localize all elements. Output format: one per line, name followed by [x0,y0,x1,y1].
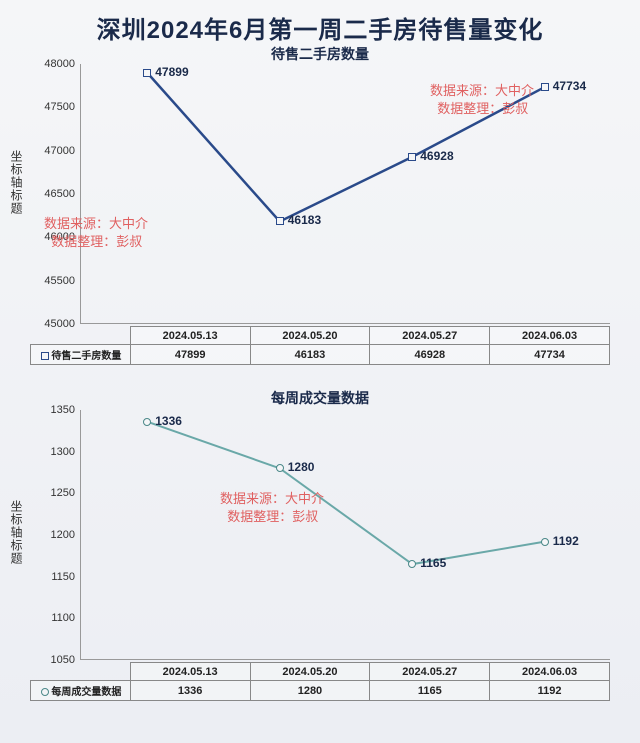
y-tick-label: 1250 [31,487,75,499]
legend-marker-icon [41,688,49,696]
watermark: 数据来源：大中介 数据整理：彭叔 [44,215,148,251]
watermark: 数据来源：大中介 数据整理：彭叔 [430,82,534,118]
table-date-cell: 2024.06.03 [490,663,610,681]
table-date-cell: 2024.05.20 [250,327,370,345]
y-tick-label: 1300 [31,446,75,458]
y-tick-label: 1200 [31,529,75,541]
table-value-cell: 1336 [130,681,250,701]
data-point-label: 1192 [553,534,579,548]
chart2-data-table: 2024.05.132024.05.202024.05.272024.06.03… [30,662,610,701]
table-date-cell: 2024.05.13 [130,327,250,345]
data-point-label: 47899 [155,65,188,79]
data-point-marker [276,217,284,225]
chart2-title: 每周成交量数据 [0,388,640,408]
table-value-cell: 46928 [370,345,490,365]
legend-marker-icon [41,352,49,360]
y-tick-label: 47500 [31,101,75,113]
y-tick-label: 45500 [31,275,75,287]
data-point-marker [408,560,416,568]
table-date-cell: 2024.05.27 [370,663,490,681]
data-point-marker [408,153,416,161]
y-tick-label: 1150 [31,571,75,583]
chart1-y-axis-label: 坐标轴标题 [8,150,25,215]
y-tick-label: 48000 [31,58,75,70]
table-date-cell: 2024.06.03 [490,327,610,345]
data-point-label: 1336 [155,414,182,428]
data-point-marker [143,418,151,426]
y-tick-label: 1100 [31,612,75,624]
table-value-cell: 1192 [490,681,610,701]
data-point-label: 47734 [553,79,586,93]
table-value-cell: 1280 [250,681,370,701]
y-tick-label: 46500 [31,188,75,200]
table-date-cell: 2024.05.27 [370,327,490,345]
chart1-data-table: 2024.05.132024.05.202024.05.272024.06.03… [30,326,610,365]
table-value-cell: 47899 [130,345,250,365]
data-point-marker [143,69,151,77]
y-tick-label: 47000 [31,145,75,157]
series-line [81,410,611,660]
table-series-label: 待售二手房数量 [31,345,131,365]
data-point-label: 1165 [420,556,446,570]
table-value-cell: 1165 [370,681,490,701]
data-point-marker [541,83,549,91]
chart2-plot: 1050110011501200125013001350133612801165… [80,410,610,660]
chart1-title: 待售二手房数量 [0,44,640,64]
table-date-cell: 2024.05.13 [130,663,250,681]
data-point-label: 46928 [420,149,453,163]
table-value-cell: 47734 [490,345,610,365]
chart2-y-axis-label: 坐标轴标题 [8,500,25,565]
data-point-label: 1280 [288,460,315,474]
watermark: 数据来源：大中介 数据整理：彭叔 [220,490,324,526]
data-point-marker [541,538,549,546]
table-series-label: 每周成交量数据 [31,681,131,701]
data-point-marker [276,464,284,472]
y-tick-label: 1350 [31,404,75,416]
table-value-cell: 46183 [250,345,370,365]
table-date-cell: 2024.05.20 [250,663,370,681]
data-point-label: 46183 [288,213,321,227]
